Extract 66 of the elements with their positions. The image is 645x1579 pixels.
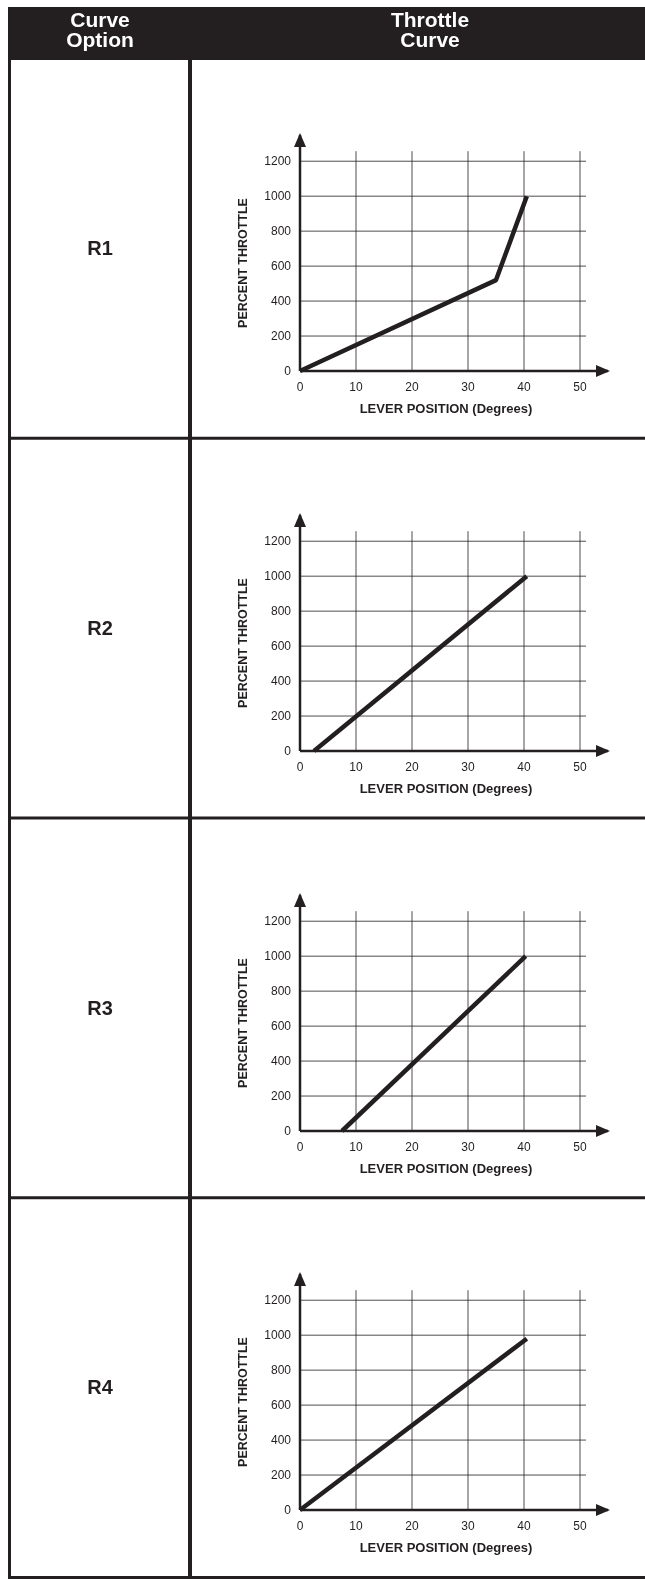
x-tick-label: 0 xyxy=(296,1519,304,1534)
x-axis-title: LEVER POSITION (Degrees) xyxy=(359,780,533,796)
y-tick-label: 1000 xyxy=(264,189,292,204)
x-tick-label: 50 xyxy=(573,1519,587,1534)
y-tick-label: 1200 xyxy=(264,913,292,928)
y-tick-label: 800 xyxy=(270,1363,292,1378)
x-tick-label: 0 xyxy=(296,1139,304,1154)
y-tick-label: 0 xyxy=(284,1503,292,1518)
y-tick-label: 600 xyxy=(270,1398,292,1413)
text: R2 xyxy=(87,616,113,639)
x-tick-label: 50 xyxy=(573,759,587,774)
y-tick-label: 400 xyxy=(270,1433,292,1448)
text: R3 xyxy=(87,996,113,1019)
text: R1 xyxy=(87,237,113,259)
x-tick-label: 40 xyxy=(517,380,531,394)
x-tick-label: 20 xyxy=(405,1139,419,1154)
x-tick-label: 0 xyxy=(296,380,304,394)
y-axis-title: PERCENT THROTTLE xyxy=(236,198,250,328)
text: R4 xyxy=(87,1376,114,1399)
text: Curve Option xyxy=(66,8,134,51)
x-axis-title: LEVER POSITION (Degrees) xyxy=(359,1160,533,1176)
y-tick-label: 1200 xyxy=(264,154,292,169)
y-tick-label: 800 xyxy=(270,983,292,998)
y-tick-label: 1200 xyxy=(264,1293,292,1308)
y-tick-label: 1000 xyxy=(264,569,292,584)
y-tick-label: 400 xyxy=(270,674,292,689)
x-tick-label: 30 xyxy=(461,1519,475,1534)
x-axis-title: LEVER POSITION (Degrees) xyxy=(359,1540,533,1556)
x-tick-label: 30 xyxy=(461,380,475,394)
y-tick-label: 200 xyxy=(270,329,292,344)
y-tick-label: 800 xyxy=(270,604,292,619)
y-axis-title: PERCENT THROTTLE xyxy=(236,957,250,1088)
y-tick-label: 0 xyxy=(284,1123,292,1138)
x-tick-label: 10 xyxy=(349,1519,363,1534)
y-axis-title: PERCENT THROTTLE xyxy=(236,1337,250,1468)
y-tick-label: 400 xyxy=(270,294,292,309)
x-tick-label: 0 xyxy=(296,759,304,774)
x-tick-label: 10 xyxy=(349,1139,363,1154)
y-tick-label: 400 xyxy=(270,1053,292,1068)
x-tick-label: 50 xyxy=(573,380,587,394)
y-tick-label: 200 xyxy=(270,708,292,723)
y-tick-label: 0 xyxy=(284,743,292,758)
x-tick-label: 30 xyxy=(461,759,475,774)
y-tick-label: 800 xyxy=(270,224,292,239)
y-tick-label: 0 xyxy=(284,364,292,379)
y-tick-label: 600 xyxy=(270,639,292,654)
x-tick-label: 40 xyxy=(517,759,531,774)
y-tick-label: 600 xyxy=(270,1018,292,1033)
x-tick-label: 20 xyxy=(405,1519,419,1534)
y-tick-label: 1000 xyxy=(264,1328,292,1343)
x-tick-label: 30 xyxy=(461,1139,475,1154)
y-tick-label: 600 xyxy=(270,259,292,274)
text: Throttle Curve xyxy=(390,8,470,51)
x-tick-label: 20 xyxy=(405,380,419,394)
x-tick-label: 50 xyxy=(573,1139,587,1154)
x-tick-label: 10 xyxy=(349,759,363,774)
y-tick-label: 1000 xyxy=(264,948,292,963)
y-tick-label: 200 xyxy=(270,1468,292,1483)
y-axis-title: PERCENT THROTTLE xyxy=(236,577,250,708)
y-tick-label: 1200 xyxy=(264,534,292,549)
x-tick-label: 10 xyxy=(349,380,363,394)
x-tick-label: 40 xyxy=(517,1139,531,1154)
x-tick-label: 20 xyxy=(405,759,419,774)
y-tick-label: 200 xyxy=(270,1088,292,1103)
x-axis-title: LEVER POSITION (Degrees) xyxy=(359,401,533,416)
x-tick-label: 40 xyxy=(517,1519,531,1534)
